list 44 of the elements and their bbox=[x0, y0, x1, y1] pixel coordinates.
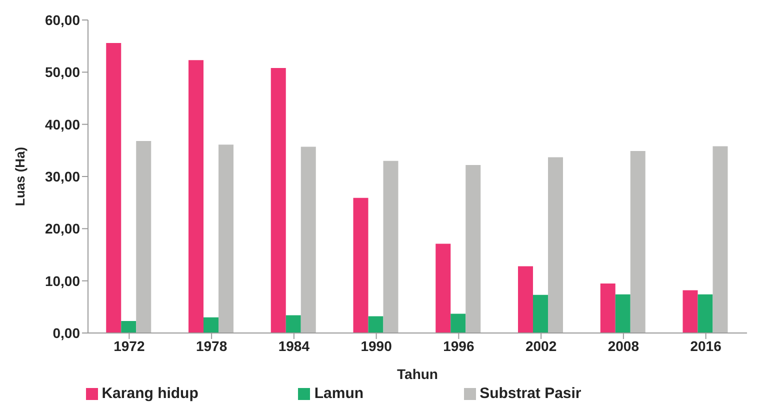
bar bbox=[682, 290, 698, 333]
bar bbox=[548, 157, 563, 333]
x-tick-label: 2008 bbox=[608, 338, 640, 354]
y-tick-label: 10,00 bbox=[44, 272, 80, 289]
x-tick-label: 1978 bbox=[196, 338, 228, 354]
bar bbox=[121, 321, 136, 333]
y-tick-label: 40,00 bbox=[44, 116, 80, 132]
bar bbox=[630, 150, 646, 333]
bar bbox=[436, 244, 451, 333]
bar bbox=[353, 198, 368, 333]
bar bbox=[698, 294, 713, 333]
legend-label: Lamun bbox=[314, 385, 364, 402]
bar bbox=[106, 42, 122, 333]
x-axis-title: Tahun bbox=[397, 366, 438, 382]
bar bbox=[270, 68, 286, 333]
bar bbox=[218, 144, 234, 333]
x-tick-label: 2002 bbox=[525, 338, 557, 354]
y-axis-title: Luas (Ha) bbox=[12, 146, 28, 206]
bar bbox=[368, 316, 384, 333]
x-tick-label: 1984 bbox=[278, 338, 310, 354]
y-tick-label: 20,00 bbox=[44, 220, 80, 237]
bar bbox=[383, 160, 398, 333]
bar bbox=[466, 165, 481, 333]
y-tick-label: 60,00 bbox=[44, 12, 80, 28]
y-tick-label: 0,00 bbox=[52, 324, 80, 341]
bar bbox=[286, 315, 301, 333]
bar bbox=[600, 283, 616, 333]
bar bbox=[204, 317, 218, 333]
legend-label: Karang hidup bbox=[102, 385, 198, 402]
bar bbox=[450, 314, 466, 333]
legend-label: Substrat Pasir bbox=[480, 385, 582, 402]
bar bbox=[300, 146, 316, 333]
y-tick-label: 30,00 bbox=[44, 168, 80, 184]
bar bbox=[188, 60, 204, 333]
y-tick-label: 50,00 bbox=[44, 64, 80, 80]
bar bbox=[532, 294, 548, 333]
x-tick-label: 1972 bbox=[114, 338, 145, 354]
bar bbox=[712, 146, 728, 333]
bar bbox=[518, 266, 533, 333]
x-tick-label: 1990 bbox=[360, 338, 392, 354]
bar bbox=[615, 294, 630, 333]
x-tick-label: 1996 bbox=[443, 338, 474, 354]
bar bbox=[136, 141, 152, 333]
x-tick-label: 2016 bbox=[690, 338, 722, 354]
